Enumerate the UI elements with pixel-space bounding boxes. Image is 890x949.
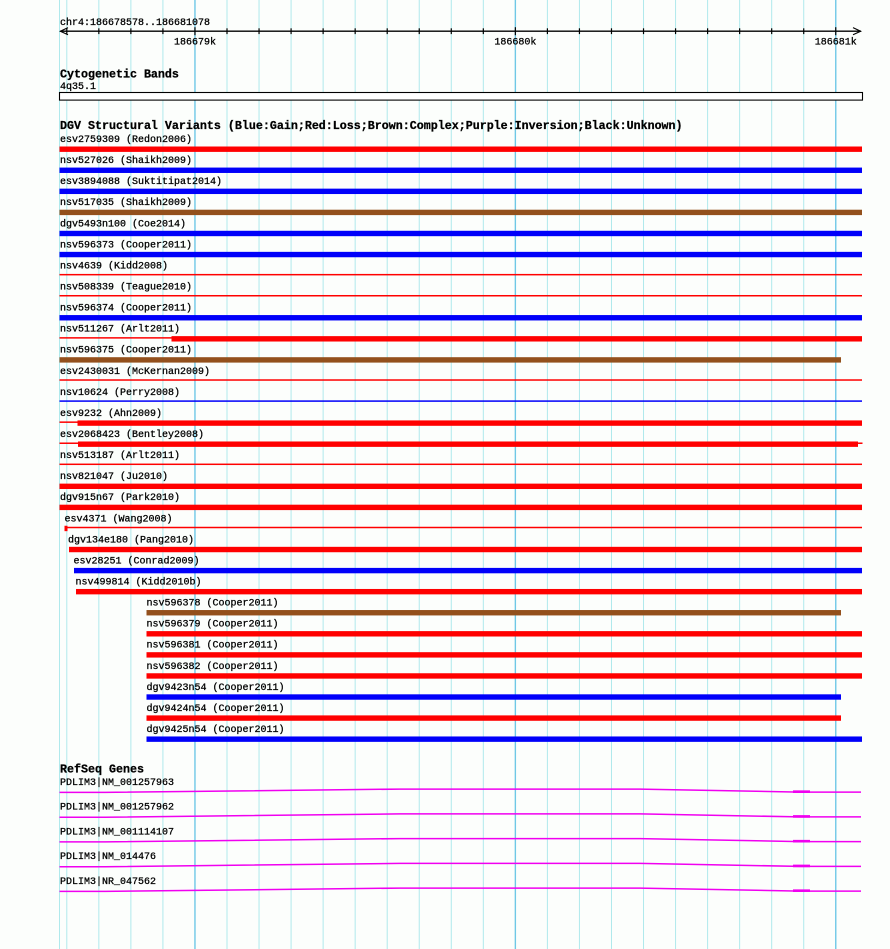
svg-text:chr4:186678578..186681078: chr4:186678578..186681078 bbox=[60, 17, 210, 29]
svg-text:nsv508339 (Teague2010): nsv508339 (Teague2010) bbox=[60, 281, 192, 293]
svg-text:dgv9424n54 (Cooper2011): dgv9424n54 (Cooper2011) bbox=[147, 703, 285, 715]
svg-text:nsv596381 (Cooper2011): nsv596381 (Cooper2011) bbox=[147, 640, 279, 652]
svg-text:esv2068423 (Bentley2008): esv2068423 (Bentley2008) bbox=[60, 429, 204, 441]
svg-text:PDLIM3|NM_001257963: PDLIM3|NM_001257963 bbox=[60, 777, 174, 789]
svg-text:nsv596374 (Cooper2011): nsv596374 (Cooper2011) bbox=[60, 303, 192, 315]
svg-text:dgv915n67 (Park2010): dgv915n67 (Park2010) bbox=[60, 492, 180, 504]
svg-text:PDLIM3|NM_001114107: PDLIM3|NM_001114107 bbox=[60, 826, 174, 838]
svg-text:nsv596373 (Cooper2011): nsv596373 (Cooper2011) bbox=[60, 239, 192, 251]
svg-text:RefSeq Genes: RefSeq Genes bbox=[60, 763, 144, 777]
svg-text:nsv4639 (Kidd2008): nsv4639 (Kidd2008) bbox=[60, 260, 168, 272]
svg-text:4q35.1: 4q35.1 bbox=[60, 82, 96, 93]
svg-text:nsv513187 (Arlt2011): nsv513187 (Arlt2011) bbox=[60, 450, 180, 462]
svg-text:nsv596382 (Cooper2011): nsv596382 (Cooper2011) bbox=[147, 661, 279, 673]
svg-text:nsv499814 (Kidd2010b): nsv499814 (Kidd2010b) bbox=[76, 576, 202, 588]
svg-text:DGV Structural Variants (Blue:: DGV Structural Variants (Blue:Gain;Red:L… bbox=[60, 119, 683, 133]
svg-text:nsv821047 (Ju2010): nsv821047 (Ju2010) bbox=[60, 471, 168, 483]
svg-text:dgv134e180 (Pang2010): dgv134e180 (Pang2010) bbox=[68, 534, 194, 546]
svg-text:PDLIM3|NM_001257962: PDLIM3|NM_001257962 bbox=[60, 802, 174, 814]
svg-text:nsv511267 (Arlt2011): nsv511267 (Arlt2011) bbox=[60, 324, 180, 336]
svg-text:nsv10624 (Perry2008): nsv10624 (Perry2008) bbox=[60, 387, 180, 399]
svg-text:dgv5493n100 (Coe2014): dgv5493n100 (Coe2014) bbox=[60, 218, 186, 230]
svg-text:186681k: 186681k bbox=[815, 37, 857, 49]
svg-text:nsv596379 (Cooper2011): nsv596379 (Cooper2011) bbox=[147, 619, 279, 631]
svg-text:Cytogenetic Bands: Cytogenetic Bands bbox=[60, 68, 179, 82]
svg-text:dgv9425n54 (Cooper2011): dgv9425n54 (Cooper2011) bbox=[147, 724, 285, 736]
svg-text:nsv527026 (Shaikh2009): nsv527026 (Shaikh2009) bbox=[60, 155, 192, 167]
svg-text:nsv596375 (Cooper2011): nsv596375 (Cooper2011) bbox=[60, 345, 192, 357]
svg-text:esv2759309 (Redon2006): esv2759309 (Redon2006) bbox=[60, 134, 192, 146]
svg-text:esv3894088 (Suktitipat2014): esv3894088 (Suktitipat2014) bbox=[60, 176, 222, 188]
svg-text:186679k: 186679k bbox=[174, 37, 216, 49]
svg-text:PDLIM3|NM_014476: PDLIM3|NM_014476 bbox=[60, 851, 156, 863]
svg-text:esv28251 (Conrad2009): esv28251 (Conrad2009) bbox=[74, 555, 200, 567]
svg-text:esv9232 (Ahn2009): esv9232 (Ahn2009) bbox=[60, 408, 162, 420]
svg-text:dgv9423n54 (Cooper2011): dgv9423n54 (Cooper2011) bbox=[147, 682, 285, 694]
svg-text:186680k: 186680k bbox=[494, 37, 536, 49]
svg-text:nsv596378 (Cooper2011): nsv596378 (Cooper2011) bbox=[147, 598, 279, 610]
svg-text:esv2430031 (McKernan2009): esv2430031 (McKernan2009) bbox=[60, 366, 210, 378]
svg-text:esv4371 (Wang2008): esv4371 (Wang2008) bbox=[65, 513, 173, 525]
svg-text:PDLIM3|NR_047562: PDLIM3|NR_047562 bbox=[60, 876, 156, 888]
svg-text:nsv517035 (Shaikh2009): nsv517035 (Shaikh2009) bbox=[60, 197, 192, 209]
